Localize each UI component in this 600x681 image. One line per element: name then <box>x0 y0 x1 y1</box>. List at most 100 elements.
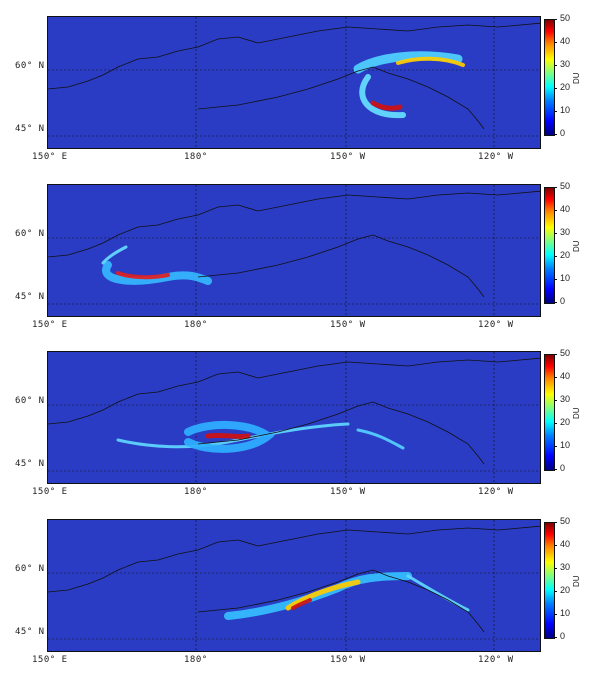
colorbar-tick-label: 20 <box>560 417 571 427</box>
colorbar-tick-mark <box>554 210 557 211</box>
map-graphic <box>48 185 540 316</box>
colorbar <box>544 187 555 304</box>
so2-plume <box>101 245 128 265</box>
longitude-label: 150° W <box>330 655 366 665</box>
colorbar-tick-mark <box>554 65 557 66</box>
colorbar-tick-mark <box>554 88 557 89</box>
colorbar-tick-mark <box>554 591 557 592</box>
colorbar-tick-label: 0 <box>560 463 566 473</box>
coastline <box>48 22 540 90</box>
latitude-label: 60° N <box>15 564 45 574</box>
longitude-label: 120° W <box>478 487 514 497</box>
colorbar-tick-label: 30 <box>560 59 571 69</box>
colorbar-tick-mark <box>554 377 557 378</box>
colorbar-tick-label: 50 <box>560 181 571 191</box>
colorbar-tick-label: 0 <box>560 296 566 306</box>
map-panel-3: 60° N 45° N 150° E 180° 150° W 120° W 50 40 30 20… <box>0 335 600 503</box>
longitude-label: 150° E <box>32 655 68 665</box>
colorbar-tick-label: 30 <box>560 227 571 237</box>
map-graphic <box>48 520 540 651</box>
colorbar-tick-label: 40 <box>560 371 571 381</box>
so2-plume <box>291 598 312 610</box>
colorbar-tick-mark <box>554 637 557 638</box>
map-graphic <box>48 17 540 148</box>
so2-plume <box>356 428 405 450</box>
so2-plume <box>184 421 275 453</box>
colorbar-tick-mark <box>554 233 557 234</box>
colorbar-tick-mark <box>554 354 557 355</box>
colorbar-tick-label: 50 <box>560 516 571 526</box>
colorbar-tick-mark <box>554 423 557 424</box>
so2-plume <box>396 56 465 67</box>
so2-plume <box>205 432 251 440</box>
latitude-label: 60° N <box>15 61 45 71</box>
longitude-label: 150° E <box>32 487 68 497</box>
colorbar-tick-label: 40 <box>560 204 571 214</box>
colorbar-tick-mark <box>554 256 557 257</box>
colorbar-tick-mark <box>554 469 557 470</box>
longitude-label: 120° W <box>478 655 514 665</box>
colorbar-tick-mark <box>554 568 557 569</box>
colorbar-tick-label: 10 <box>560 105 571 115</box>
colorbar-tick-mark <box>554 42 557 43</box>
so2-plume <box>353 51 463 74</box>
so2-plume <box>285 579 361 611</box>
colorbar-tick-mark <box>554 279 557 280</box>
map-area <box>47 184 541 317</box>
coastline <box>197 234 485 298</box>
map-area <box>47 351 541 484</box>
longitude-label: 180° <box>184 320 208 330</box>
colorbar-tick-mark <box>554 545 557 546</box>
longitude-label: 120° W <box>478 320 514 330</box>
colorbar-unit: DU <box>572 407 581 419</box>
colorbar <box>544 522 555 639</box>
so2-plume <box>224 572 412 620</box>
colorbar-unit: DU <box>572 72 581 84</box>
longitude-label: 150° W <box>330 487 366 497</box>
so2-plume <box>116 271 170 280</box>
longitude-label: 150° W <box>330 152 366 162</box>
colorbar-tick-mark <box>554 19 557 20</box>
colorbar-tick-mark <box>554 134 557 135</box>
colorbar-tick-label: 10 <box>560 440 571 450</box>
latitude-label: 45° N <box>15 459 45 469</box>
so2-plume <box>116 422 350 449</box>
colorbar-tick-mark <box>554 302 557 303</box>
latitude-label: 45° N <box>15 292 45 302</box>
colorbar-tick-mark <box>554 400 557 401</box>
map-graphic <box>48 352 540 483</box>
colorbar <box>544 354 555 471</box>
colorbar-tick-label: 10 <box>560 273 571 283</box>
longitude-label: 150° E <box>32 152 68 162</box>
colorbar-tick-label: 20 <box>560 250 571 260</box>
map-panel-4: 60° N 45° N 150° E 180° 150° W 120° W 50 40 30 20… <box>0 503 600 671</box>
coastline <box>197 66 485 130</box>
longitude-label: 180° <box>184 487 208 497</box>
colorbar-tick-mark <box>554 614 557 615</box>
map-area <box>47 16 541 149</box>
colorbar-unit: DU <box>572 575 581 587</box>
latitude-label: 45° N <box>15 627 45 637</box>
colorbar-tick-label: 30 <box>560 394 571 404</box>
coastline <box>48 190 540 258</box>
colorbar-tick-label: 40 <box>560 36 571 46</box>
colorbar-tick-label: 0 <box>560 631 566 641</box>
colorbar-tick-mark <box>554 187 557 188</box>
longitude-label: 150° W <box>330 320 366 330</box>
coastline <box>197 401 485 465</box>
colorbar-tick-mark <box>554 522 557 523</box>
longitude-label: 120° W <box>478 152 514 162</box>
map-area <box>47 519 541 652</box>
longitude-label: 180° <box>184 655 208 665</box>
colorbar-tick-label: 50 <box>560 13 571 23</box>
latitude-label: 60° N <box>15 396 45 406</box>
so2-plume <box>406 574 470 612</box>
colorbar-tick-label: 10 <box>560 608 571 618</box>
so2-plume <box>359 74 406 119</box>
longitude-label: 180° <box>184 152 208 162</box>
coastline <box>197 569 485 633</box>
latitude-label: 45° N <box>15 124 45 134</box>
coastline <box>48 525 540 593</box>
colorbar-tick-label: 20 <box>560 82 571 92</box>
map-panel-2: 60° N 45° N 150° E 180° 150° W 120° W 50 40 30 20… <box>0 168 600 336</box>
